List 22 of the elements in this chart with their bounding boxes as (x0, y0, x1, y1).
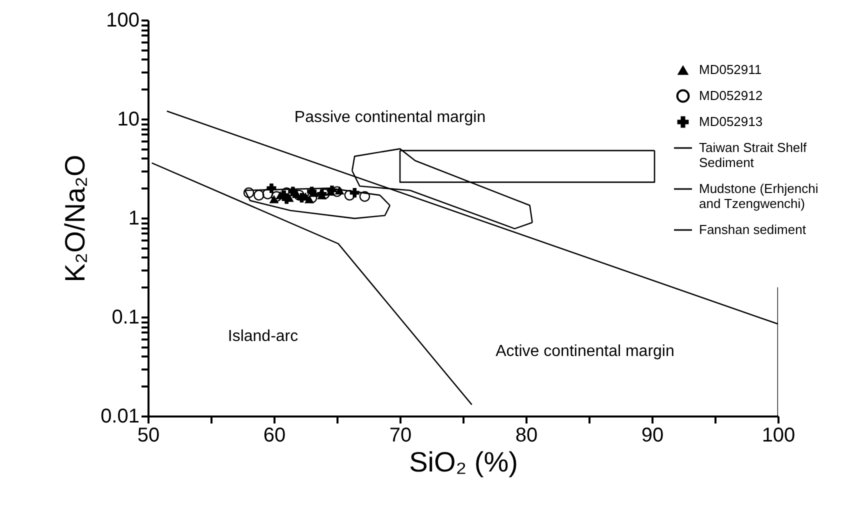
x-tick-label: 90 (641, 424, 664, 446)
annotation: Passive continental margin (294, 109, 486, 126)
annotation: Island-arc (228, 328, 298, 345)
y-tick-label: 10 (117, 108, 140, 130)
y-tick-label: 0.1 (112, 306, 140, 328)
x-tick-label: 60 (263, 424, 286, 446)
legend-label: MD052912 (699, 88, 763, 103)
legend-label: MD052911 (699, 62, 762, 77)
x-axis-title: SiO₂ (%) (409, 446, 518, 478)
legend-label: Taiwan Strait Shelf Sediment (699, 140, 808, 170)
legend-label: MD052913 (699, 114, 763, 129)
y-tick-label: 100 (106, 10, 140, 32)
y-axis-title: K₂O/Na₂O (60, 154, 91, 282)
x-tick-label: 80 (515, 424, 538, 446)
annotation: Active continental margin (496, 343, 674, 360)
y-tick-label: 0.01 (100, 406, 140, 428)
legend-label: Mudstone (Erhjenchi and Tzengwenchi) (699, 181, 818, 211)
x-tick-label: 50 (137, 424, 160, 446)
x-tick-label: 70 (389, 424, 412, 446)
y-tick-label: 1 (128, 208, 140, 230)
x-tick-label: 100 (762, 424, 796, 446)
legend-label: Fanshan sediment (699, 222, 806, 237)
